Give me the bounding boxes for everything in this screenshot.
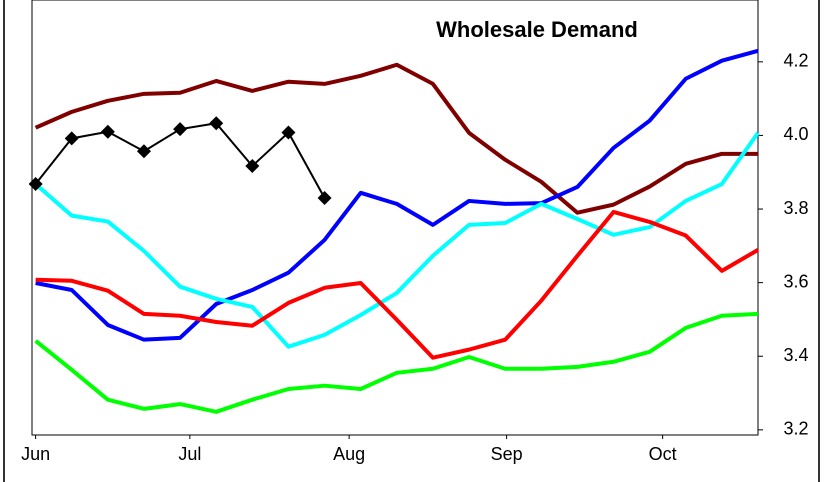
series-line (35, 209, 760, 360)
y-tick-label: 3.6 (783, 271, 808, 291)
y-tick-label: 3.8 (783, 198, 808, 218)
x-tick-label: Sep (491, 444, 523, 464)
plot-area (31, 0, 759, 436)
marker (317, 190, 332, 205)
marker (209, 116, 224, 131)
chart-title: Wholesale Demand (436, 17, 638, 42)
marker (245, 158, 260, 173)
x-tick-label: Jun (21, 444, 50, 464)
x-tick-label: Oct (649, 444, 677, 464)
y-tick-label: 4.2 (783, 51, 808, 71)
x-tick-label: Jul (178, 444, 201, 464)
series-line (35, 48, 759, 342)
x-tick-label: Aug (333, 444, 365, 464)
marker (28, 177, 43, 192)
series-line (34, 311, 759, 414)
marker (100, 124, 115, 139)
series-line (34, 62, 758, 215)
y-tick-label: 4.0 (783, 124, 808, 144)
y-tick-label: 3.4 (783, 345, 808, 365)
marker (173, 122, 188, 137)
marker (281, 125, 296, 140)
series-line (34, 131, 760, 349)
marker (136, 144, 151, 159)
marker (64, 131, 79, 146)
y-tick-label: 3.2 (783, 419, 808, 439)
